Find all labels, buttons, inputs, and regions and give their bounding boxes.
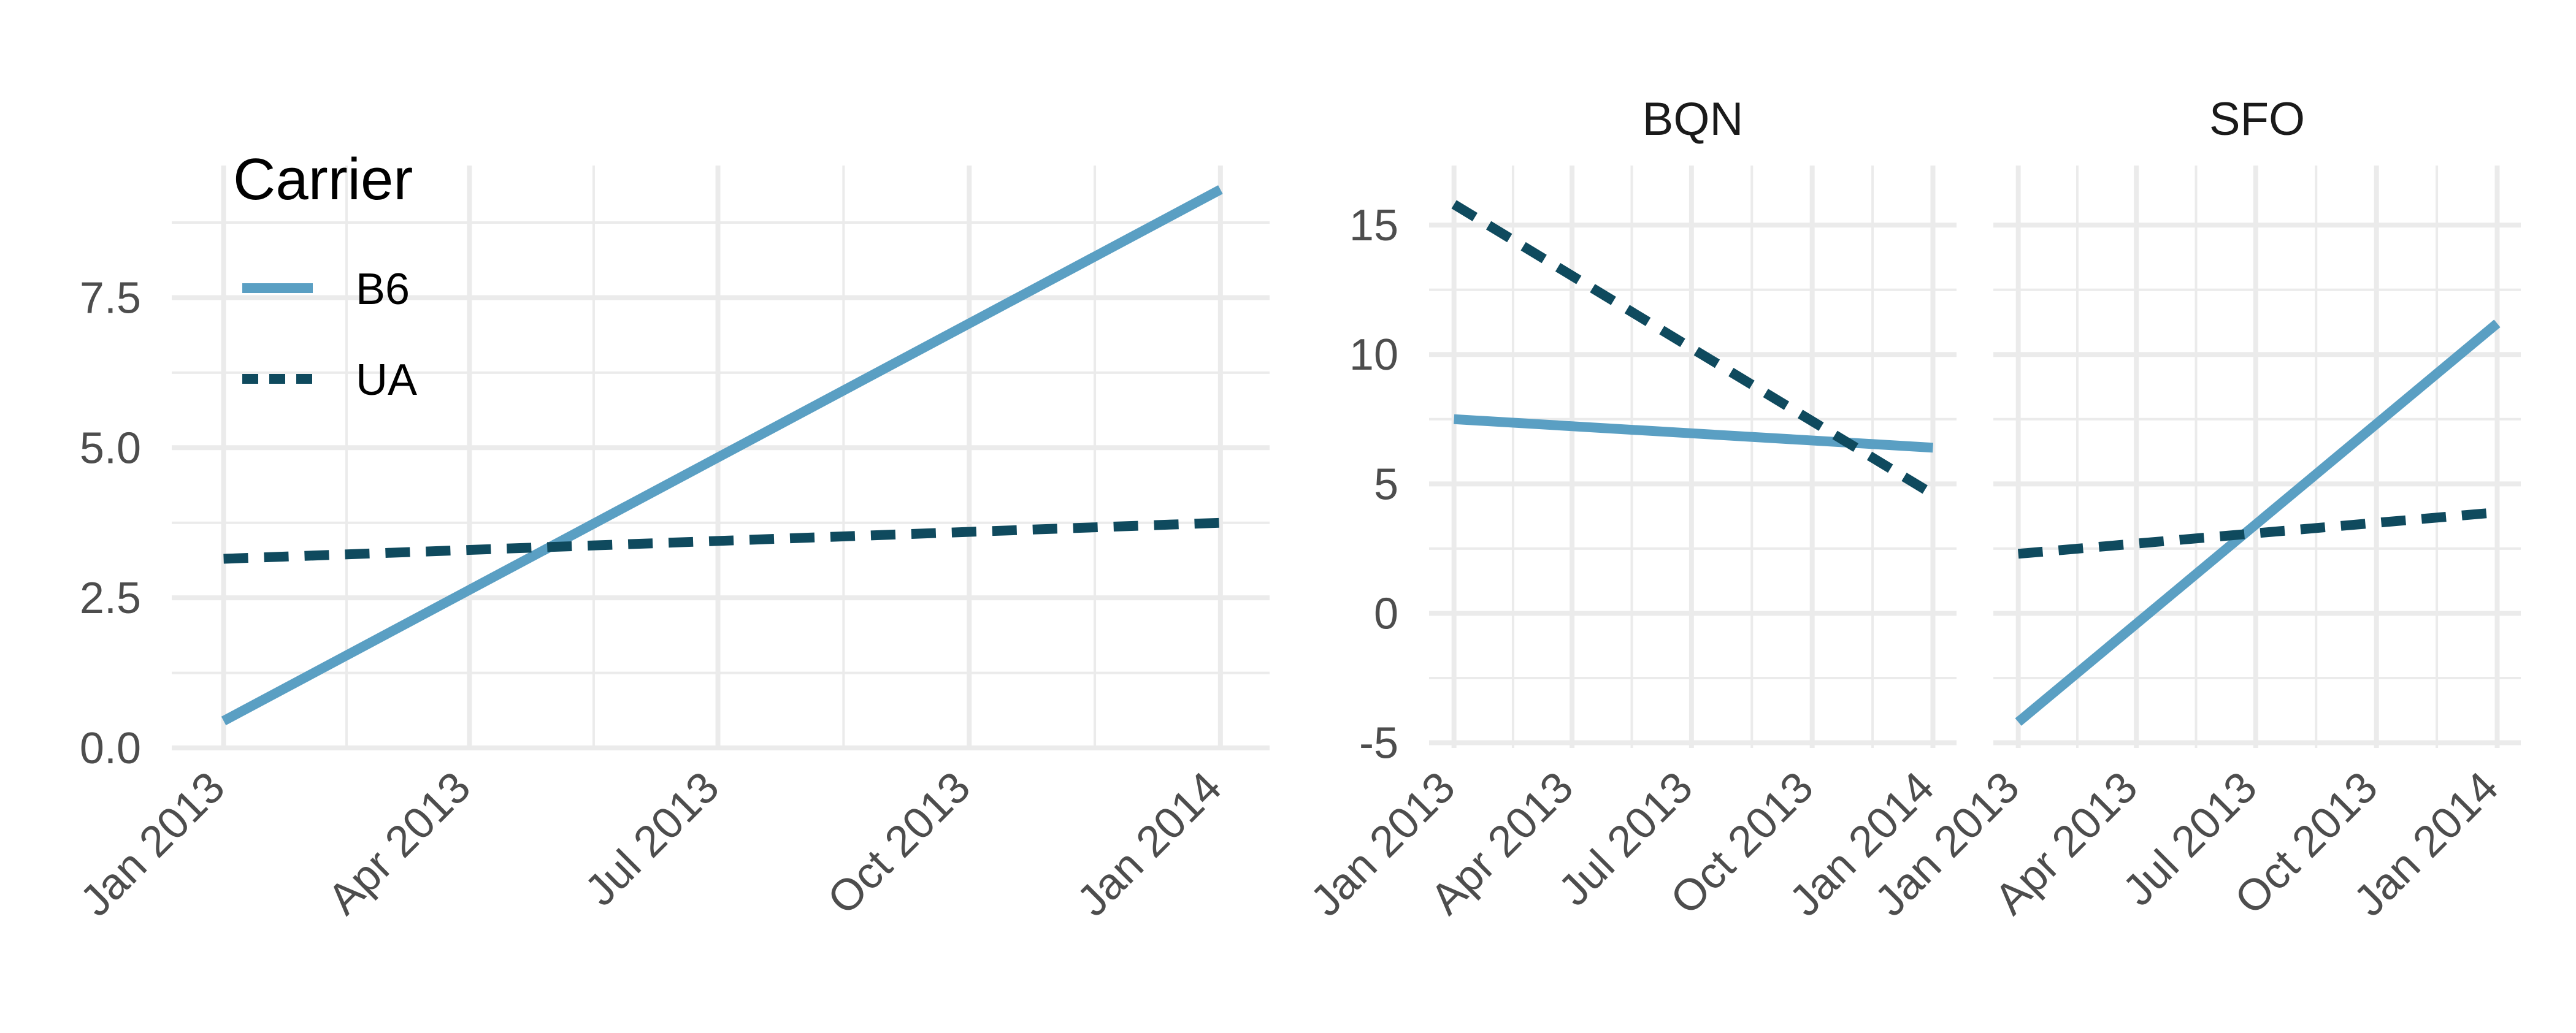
- facet-sfo-series-line-b6: [2015, 319, 2501, 726]
- facet-bqn-y-tick-label: -5: [1359, 719, 1398, 768]
- left-panel-x-tick-label: Apr 2013: [318, 763, 480, 924]
- facet-bqn-y-tick-label: 15: [1349, 201, 1398, 250]
- text-layer: 0.0 2.5 5.0 7.5 Jan 2013 Apr 2013 Jul 2013 Oct …: [71, 93, 2508, 926]
- left-panel-y-tick-label: 2.5: [80, 574, 141, 623]
- legend-label-ua: UA: [356, 356, 417, 405]
- grid-layer: [172, 166, 2521, 750]
- left-panel-series-line-ua: [223, 517, 1221, 564]
- legend: Carrier B6 UA: [233, 147, 417, 405]
- facet-bqn-series-line-ua: [1451, 200, 1936, 499]
- left-panel-y-tick-label: 0.0: [80, 724, 141, 773]
- legend-label-b6: B6: [356, 265, 410, 314]
- left-panel-x-tick-label: Oct 2013: [818, 763, 979, 924]
- facet-bqn-y-tick-label: 0: [1374, 589, 1398, 638]
- left-panel-x-tick-label: Jul 2013: [576, 763, 729, 915]
- facet-bqn-y-tick-label: 5: [1374, 460, 1398, 509]
- facet-bqn-facet-label: BQN: [1643, 93, 1744, 145]
- facet-bqn-y-tick-label: 10: [1349, 330, 1398, 379]
- left-panel-y-tick-label: 5.0: [80, 424, 141, 473]
- legend-title: Carrier: [233, 147, 413, 212]
- left-panel-x-tick-label: Jan 2014: [1068, 763, 1231, 926]
- left-panel-y-tick-label: 7.5: [80, 273, 141, 322]
- lines-layer: [221, 185, 2501, 726]
- left-panel-series-line-b6: [221, 185, 1223, 725]
- left-panel-x-tick-label: Jan 2013: [71, 763, 234, 926]
- facet-sfo-facet-label: SFO: [2209, 93, 2305, 145]
